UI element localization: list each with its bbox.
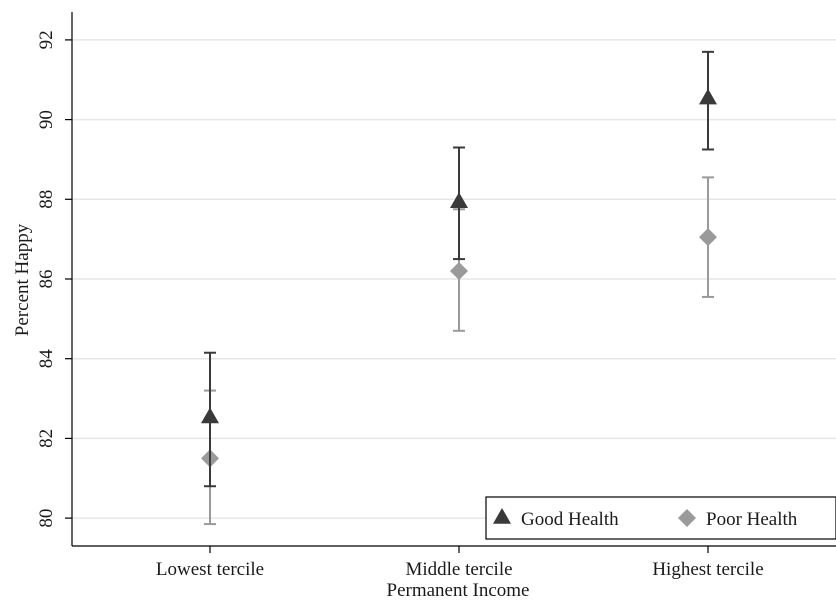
y-tick-label-84: 84	[36, 349, 57, 369]
point-0-1	[450, 192, 468, 209]
legend-box	[485, 496, 836, 540]
point-1-2	[699, 228, 717, 247]
y-tick-label-90: 90	[36, 110, 57, 129]
legend: Good Health Poor Health	[485, 496, 836, 540]
series-0	[201, 50, 717, 488]
legend-marker-1	[678, 509, 696, 527]
x-axis-title: Permanent Income	[387, 580, 530, 600]
legend-label-1: Poor Health	[706, 509, 798, 530]
x-tick-label-0: Lowest tercile	[156, 559, 264, 580]
point-0-0	[201, 407, 219, 424]
y-tick-label-80: 80	[36, 509, 57, 528]
grid-layer	[72, 39, 836, 519]
y-tick-label-86: 86	[36, 270, 57, 289]
series-1	[201, 176, 717, 526]
y-ticks: 80 82 84 86 88 90 92	[36, 30, 72, 528]
y-tick-label-88: 88	[36, 190, 57, 209]
y-axis-title: Percent Happy	[12, 223, 33, 336]
x-ticks: Lowest tercile Middle tercile Highest terc…	[156, 546, 764, 580]
x-tick-label-1: Middle tercile	[405, 559, 512, 580]
x-tick-label-2: Highest tercile	[652, 559, 763, 580]
legend-label-0: Good Health	[521, 509, 619, 530]
y-tick-label-82: 82	[36, 429, 57, 448]
y-tick-label-92: 92	[36, 30, 57, 49]
point-1-1	[450, 262, 468, 281]
legend-marker-0	[493, 508, 511, 524]
point-0-2	[699, 88, 717, 105]
series-layer	[201, 50, 717, 526]
